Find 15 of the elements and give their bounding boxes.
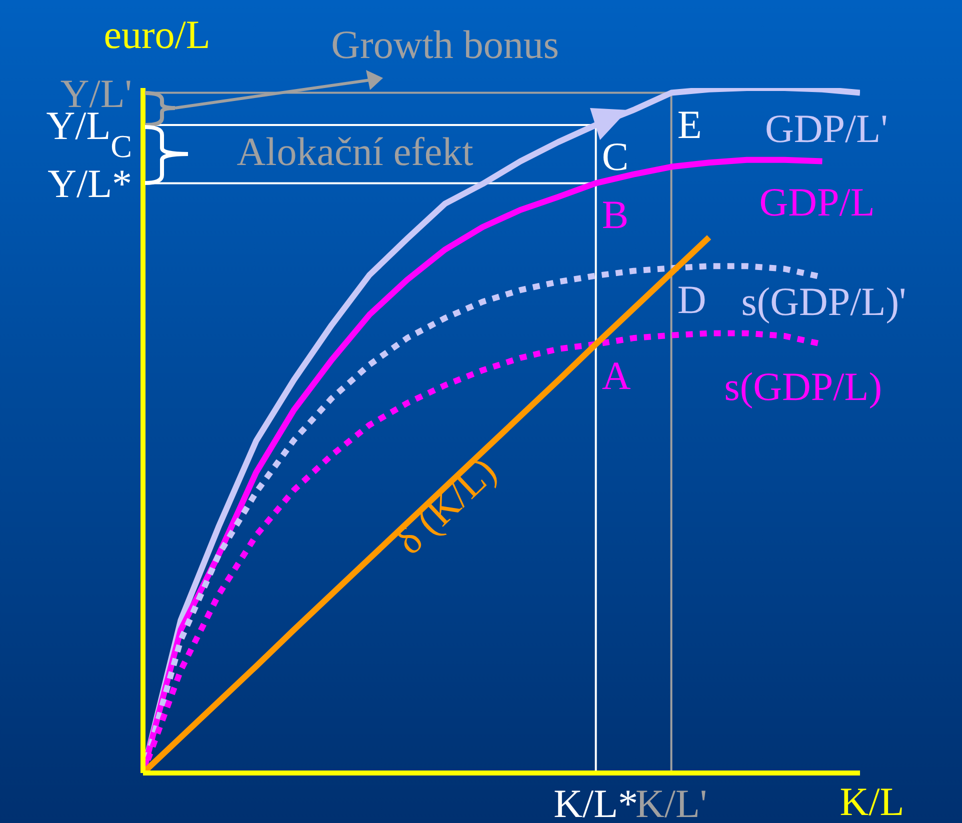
x-tick-label: K/L' [635, 781, 708, 823]
annotation: Alokační efekt [236, 129, 474, 174]
annotation: A [602, 353, 631, 398]
series-label: GDP/L' [765, 106, 888, 151]
annotation: E [677, 102, 702, 147]
annotation: C [602, 134, 629, 179]
ref-line-label: Y/L* [48, 161, 132, 206]
text: Growth bonus [331, 22, 559, 67]
series-label: s(GDP/L)' [741, 279, 906, 324]
annotation: B [602, 192, 629, 238]
x-axis-title: K/L [840, 779, 904, 823]
series-label: s(GDP/L) [724, 364, 882, 410]
series-label: GDP/L [759, 179, 875, 224]
y-axis-title: euro/L [104, 12, 210, 57]
annotation: D [677, 277, 706, 322]
